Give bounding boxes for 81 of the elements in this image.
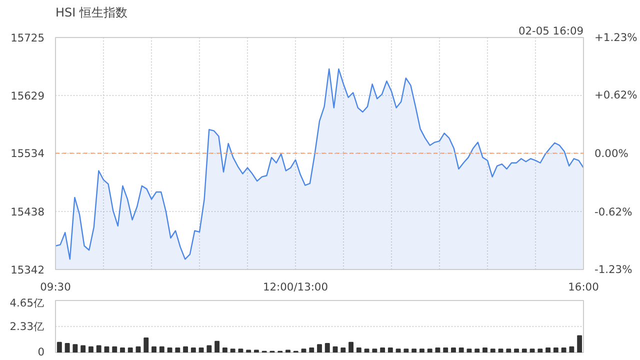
y2-tick-label: -0.62% (594, 205, 632, 218)
bar (443, 348, 448, 352)
bar (309, 348, 314, 352)
bar (348, 342, 354, 352)
bar (482, 348, 488, 352)
bar (230, 348, 236, 352)
x-tick-label: 09:30 (40, 280, 72, 294)
bar (530, 348, 535, 352)
bar (152, 346, 156, 352)
bar (112, 346, 118, 352)
bar (419, 348, 424, 352)
y-tick-label: 15629 (10, 90, 45, 103)
bar (246, 350, 252, 352)
bar (324, 343, 330, 352)
bar (561, 348, 566, 352)
bar (80, 345, 86, 352)
bar (96, 345, 102, 352)
bar (214, 340, 220, 352)
bar (286, 350, 290, 352)
bar (396, 348, 401, 352)
bar (254, 350, 259, 352)
bar (364, 348, 370, 352)
bar (198, 348, 204, 352)
bar (56, 342, 62, 352)
y-tick-label: 0 (38, 346, 45, 358)
bar (427, 348, 432, 352)
bar (175, 348, 180, 352)
bar (88, 346, 94, 352)
bar (136, 346, 141, 352)
bar (466, 348, 472, 352)
x-tick-label: 12:00/13:00 (262, 280, 328, 294)
bar (64, 343, 70, 352)
bar (380, 348, 386, 352)
chart-title: HSI 恒生指数 (56, 6, 128, 20)
bar (159, 346, 164, 352)
y2-tick-label: +1.23% (594, 31, 638, 44)
bar (144, 337, 149, 352)
bar (356, 348, 362, 352)
bar (72, 344, 78, 352)
y-tick-label: 15438 (10, 205, 45, 218)
y-tick-label: 4.65亿 (10, 296, 45, 310)
y-tick-label: 15342 (10, 264, 45, 276)
bar (301, 348, 306, 352)
bar (183, 346, 188, 352)
bar (104, 346, 110, 352)
bar (412, 348, 417, 352)
bar (451, 348, 456, 352)
bar (435, 348, 440, 352)
bar (498, 348, 504, 352)
bar (506, 348, 512, 352)
bar (404, 348, 409, 352)
bar (522, 348, 527, 352)
bar (514, 348, 519, 352)
bar (167, 348, 172, 352)
bar (317, 344, 322, 352)
bar (490, 348, 496, 352)
bar (332, 346, 338, 352)
bar (577, 335, 582, 352)
bar (474, 348, 480, 352)
bar (206, 345, 212, 352)
y-tick-label: 15534 (10, 147, 45, 160)
x-tick-label: 16:00 (568, 280, 600, 294)
bar (553, 348, 558, 352)
bar (546, 348, 551, 352)
bar (388, 348, 393, 352)
bar (340, 348, 346, 352)
bar (222, 348, 228, 352)
bar (128, 348, 133, 352)
bar (372, 348, 378, 352)
bar (238, 348, 244, 352)
y2-tick-label: 0.00% (594, 147, 628, 160)
bar (190, 348, 196, 352)
y2-tick-label: -1.23% (594, 263, 632, 276)
bar (458, 348, 464, 352)
y2-tick-label: +0.62% (594, 88, 638, 102)
bar (569, 346, 574, 352)
text: 02-05 16:09 (518, 24, 584, 38)
bar (120, 348, 125, 352)
y-tick-label: 15725 (10, 32, 45, 44)
y-tick-label: 2.33亿 (10, 320, 45, 333)
bar (538, 348, 543, 352)
